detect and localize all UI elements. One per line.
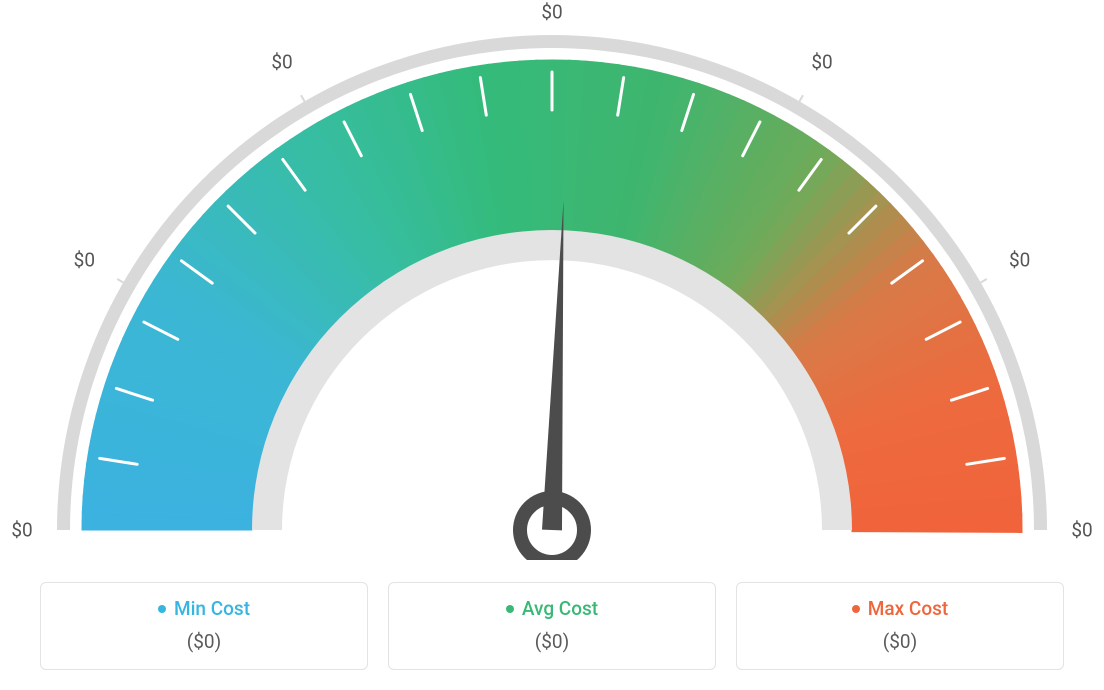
legend-dot-min [158,605,166,613]
legend-label-max: Max Cost [868,597,948,620]
legend-box-avg: Avg Cost ($0) [388,582,716,670]
legend-label-min: Min Cost [174,597,250,620]
legend-title-max: Max Cost [852,597,948,620]
legend-box-min: Min Cost ($0) [40,582,368,670]
gauge-tick-label: $0 [541,1,562,24]
gauge-tick-label: $0 [74,249,95,272]
gauge-tick-label: $0 [1071,519,1092,542]
gauge-tick-label: $0 [271,51,292,74]
gauge-container: $0 $0 $0 $0 $0 $0 $0 [0,0,1104,560]
legend-dot-max [852,605,860,613]
legend-title-avg: Avg Cost [506,597,598,620]
legend-value-max: ($0) [737,630,1063,653]
legend-value-min: ($0) [41,630,367,653]
legend-label-avg: Avg Cost [522,597,598,620]
gauge-svg [0,0,1104,560]
legend-dot-avg [506,605,514,613]
legend-title-min: Min Cost [158,597,250,620]
legend-value-avg: ($0) [389,630,715,653]
legend-box-max: Max Cost ($0) [736,582,1064,670]
gauge-tick-label: $0 [811,51,832,74]
gauge-tick-label: $0 [11,519,32,542]
legend-row: Min Cost ($0) Avg Cost ($0) Max Cost ($0… [0,582,1104,690]
gauge-tick-label: $0 [1009,249,1030,272]
